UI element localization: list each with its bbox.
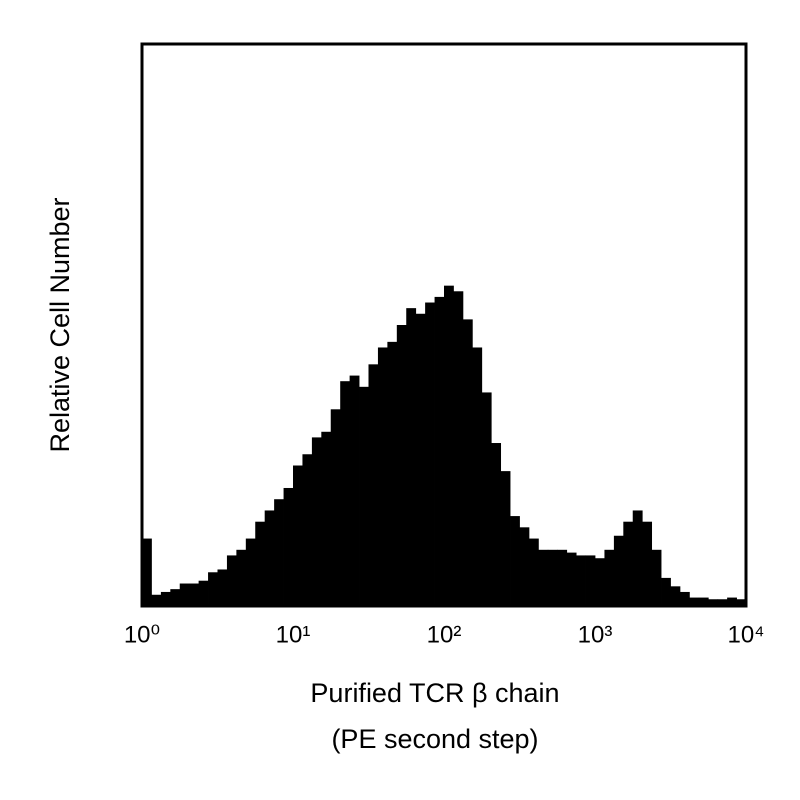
bar (595, 558, 605, 606)
bar (274, 499, 284, 606)
bar (189, 583, 200, 606)
bar (472, 347, 483, 606)
bar (698, 597, 709, 606)
bar (557, 549, 568, 606)
bar (613, 535, 624, 606)
bar (255, 521, 266, 606)
x-tick-label: 10⁰ (124, 621, 160, 648)
bar (642, 521, 653, 606)
bar (528, 538, 539, 606)
x-tick-label: 10⁴ (727, 621, 764, 648)
x-axis-label: (PE second step) (331, 724, 538, 754)
bar (491, 443, 502, 606)
bar (340, 381, 351, 606)
bar (217, 569, 228, 606)
bar (670, 586, 681, 606)
bar (302, 454, 313, 606)
bar (151, 594, 162, 606)
bar (293, 465, 303, 606)
bar (727, 597, 737, 606)
bar (179, 583, 190, 606)
bar (689, 597, 700, 606)
bar (623, 521, 634, 606)
bar (311, 437, 322, 606)
bar (368, 364, 379, 606)
bar (519, 527, 530, 606)
bar (321, 431, 332, 606)
bar (434, 296, 445, 606)
bar (510, 516, 520, 606)
x-axis-label: Purified TCR β chain (310, 678, 559, 708)
bar (708, 599, 719, 606)
bar (679, 591, 690, 606)
bar (283, 487, 294, 606)
bar (462, 319, 473, 606)
bar (396, 325, 407, 606)
bar (170, 589, 181, 606)
x-tick-label: 10¹ (276, 621, 311, 648)
bar (236, 549, 247, 606)
bar (208, 572, 218, 606)
bar (736, 599, 747, 606)
bar (566, 552, 577, 606)
bar (576, 555, 586, 606)
bar (604, 549, 615, 606)
bar (444, 285, 454, 606)
bar (481, 392, 492, 606)
y-axis-label: Relative Cell Number (45, 197, 75, 452)
bar (330, 409, 341, 606)
bar (226, 555, 237, 606)
bar (387, 341, 398, 606)
bar (245, 538, 256, 606)
bar (547, 549, 558, 606)
x-tick-label: 10² (427, 621, 462, 648)
bar (661, 577, 671, 606)
bar (415, 313, 426, 606)
bar (406, 308, 417, 606)
bar (500, 471, 511, 606)
bar (425, 302, 435, 606)
bar (160, 591, 171, 606)
bar (377, 347, 388, 606)
bar (142, 538, 152, 606)
plot-frame (140, 42, 748, 608)
bar (264, 510, 275, 606)
x-tick-label: 10³ (578, 621, 613, 648)
bar (359, 386, 369, 606)
bar (198, 580, 209, 606)
bar (349, 375, 360, 606)
bar (453, 291, 464, 606)
bar (717, 599, 728, 606)
bar (632, 510, 643, 606)
bar (538, 549, 549, 606)
bar (651, 549, 662, 606)
bar (585, 555, 596, 606)
